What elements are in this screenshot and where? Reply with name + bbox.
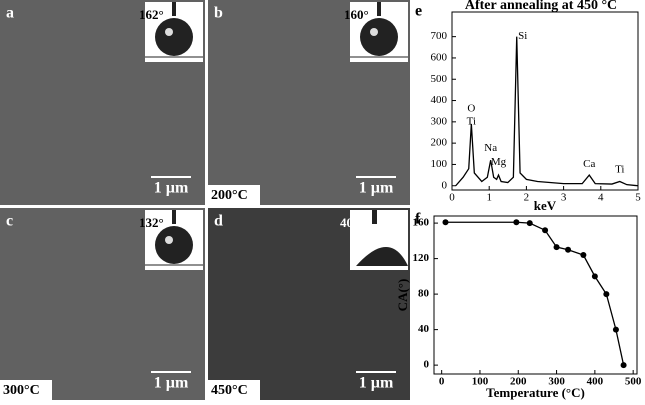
temp-label: 300°C xyxy=(3,383,40,398)
y-tick-label: 100 xyxy=(431,158,448,170)
needle xyxy=(377,2,381,16)
y-tick-label: 80 xyxy=(418,288,430,300)
data-point xyxy=(592,273,598,279)
contact-angle: 162° xyxy=(139,7,164,22)
panel-label: c xyxy=(6,213,13,230)
x-tick-label: 1 xyxy=(486,192,492,204)
y-tick-label: 500 xyxy=(431,73,448,85)
y-tick-label: 700 xyxy=(431,30,448,42)
y-tick-label: 200 xyxy=(431,137,448,149)
scale-label: 1 µm xyxy=(154,180,189,197)
data-point xyxy=(527,220,533,226)
needle xyxy=(372,210,377,224)
chart-title: After annealing at 450 °C xyxy=(465,0,617,13)
x-tick-label: 3 xyxy=(561,192,567,204)
x-tick-label: 2 xyxy=(524,192,530,204)
panel-label: a xyxy=(6,5,14,22)
y-tick-label: 400 xyxy=(431,94,448,106)
droplet-highlight xyxy=(165,236,173,244)
x-tick-label: 400 xyxy=(587,376,604,388)
droplet-highlight xyxy=(370,28,378,36)
droplet xyxy=(155,226,193,264)
y-tick-label: 0 xyxy=(424,359,430,371)
peak-label: Mg xyxy=(491,156,507,168)
y-tick-label: 120 xyxy=(413,252,430,264)
temp-label: 450°C xyxy=(211,383,248,398)
x-tick-label: 500 xyxy=(625,376,642,388)
x-tick-label: 0 xyxy=(449,192,455,204)
contact-angle: 160° xyxy=(344,7,369,22)
data-point xyxy=(580,252,586,258)
y-tick-label: 0 xyxy=(442,179,448,191)
x-tick-label: 5 xyxy=(635,192,641,204)
scale-label: 1 µm xyxy=(359,375,394,392)
droplet xyxy=(360,18,398,56)
scale-label: 1 µm xyxy=(359,180,394,197)
peak-label: O xyxy=(467,103,475,115)
panel-label: b xyxy=(214,5,223,22)
peak-label: Si xyxy=(518,30,527,42)
data-point xyxy=(513,219,519,225)
x-axis-label: Temperature (°C) xyxy=(486,385,585,400)
data-point xyxy=(554,244,560,250)
temp-label: 200°C xyxy=(211,188,248,203)
peak-label: Ca xyxy=(583,158,595,170)
panel-label: e xyxy=(415,3,422,20)
panel-label: d xyxy=(214,213,223,230)
peak-label: Ti xyxy=(467,115,476,127)
data-point xyxy=(542,227,548,233)
y-tick-label: 40 xyxy=(418,323,430,335)
peak-label: Na xyxy=(484,142,497,154)
x-tick-label: 0 xyxy=(439,376,445,388)
needle xyxy=(172,2,176,16)
data-point xyxy=(565,247,571,253)
y-tick-label: 300 xyxy=(431,115,448,127)
data-point xyxy=(621,362,627,368)
droplet-highlight xyxy=(165,28,173,36)
peak-label: Ti xyxy=(615,163,624,175)
needle xyxy=(172,210,176,224)
scale-label: 1 µm xyxy=(154,375,189,392)
contact-angle: 40° xyxy=(340,215,358,230)
y-tick-label: 160 xyxy=(413,217,430,229)
droplet xyxy=(155,18,193,56)
data-point xyxy=(603,291,609,297)
y-axis-label: CA(°) xyxy=(395,279,410,312)
x-tick-label: 4 xyxy=(598,192,604,204)
data-point xyxy=(442,219,448,225)
figure: a162°1 µmb160°1 µm200°Cc132°1 µm300°Cd40… xyxy=(0,0,645,400)
x-axis-label: keV xyxy=(534,198,557,213)
contact-angle: 132° xyxy=(139,215,164,230)
data-point xyxy=(613,327,619,333)
y-tick-label: 600 xyxy=(431,51,448,63)
